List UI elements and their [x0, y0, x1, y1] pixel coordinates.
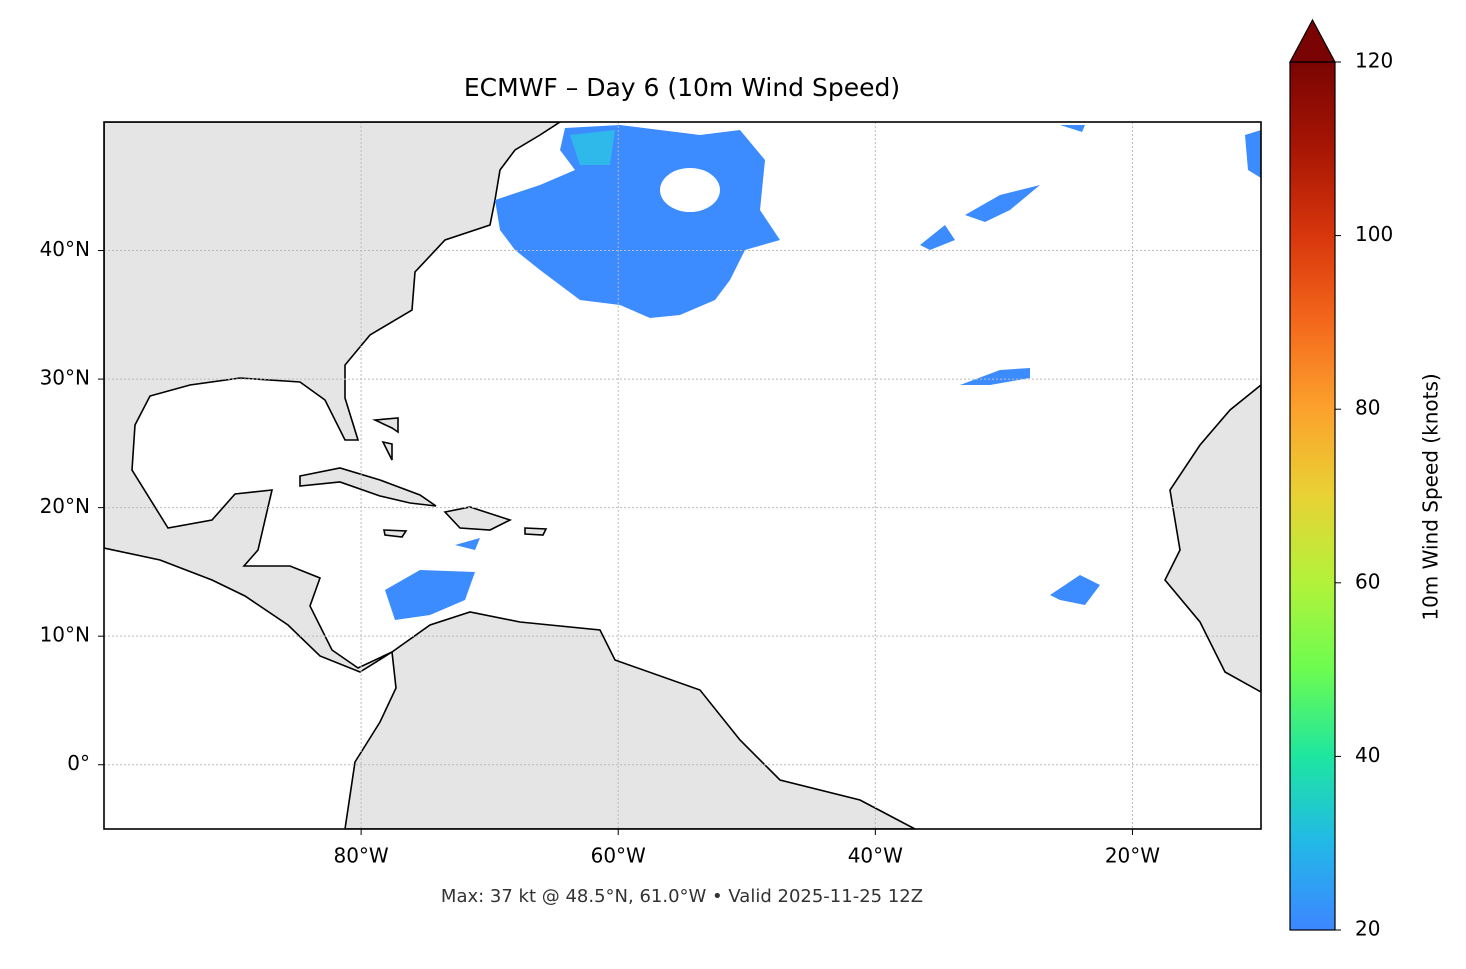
hispaniola	[443, 506, 513, 531]
colorbar: 20 40 60 80 100 120	[1288, 18, 1393, 941]
bahamas	[371, 417, 399, 461]
colorbar-tick-label: 60	[1355, 569, 1380, 593]
colorbar-tick-label: 80	[1355, 396, 1380, 420]
map-note: Max: 37 kt @ 48.5°N, 61.0°W • Valid 2025…	[441, 886, 923, 907]
colorbar-label: 10m Wind Speed (knots)	[1419, 373, 1443, 620]
y-tick-label: 40°N	[40, 237, 90, 261]
grid	[104, 122, 1261, 829]
colorbar-gradient	[1290, 62, 1335, 930]
x-tick-label: 60°W	[591, 844, 646, 868]
y-tick-label: 30°N	[40, 366, 90, 390]
south-america	[344, 611, 916, 829]
x-tick-label: 80°W	[333, 844, 388, 868]
wind-field	[385, 125, 1261, 620]
y-tick-label: 20°N	[40, 494, 90, 518]
map-title: ECMWF – Day 6 (10m Wind Speed)	[464, 73, 900, 102]
y-tick-label: 0°	[67, 751, 90, 775]
land	[104, 122, 1261, 829]
cuba	[299, 467, 437, 507]
puerto-rico	[524, 527, 548, 536]
x-tick-label: 20°W	[1105, 844, 1160, 868]
wind-patch	[570, 130, 615, 165]
y-tick-label: 10°N	[40, 623, 90, 647]
map-frame	[103, 121, 1262, 830]
map-area	[104, 122, 1261, 829]
colorbar-tick-label: 100	[1355, 222, 1393, 246]
jamaica	[383, 529, 408, 538]
north-america	[104, 122, 562, 673]
colorbar-tick-label: 40	[1355, 743, 1380, 767]
colorbar-tick-label: 120	[1355, 49, 1393, 73]
wind-gap	[660, 168, 720, 212]
x-tick-label: 40°W	[848, 844, 903, 868]
colorbar-tick-label: 20	[1355, 917, 1380, 941]
wind-patch	[495, 125, 780, 318]
africa	[1164, 383, 1261, 693]
colorbar-frame	[1289, 61, 1336, 931]
colorbar-extension	[1288, 18, 1337, 63]
